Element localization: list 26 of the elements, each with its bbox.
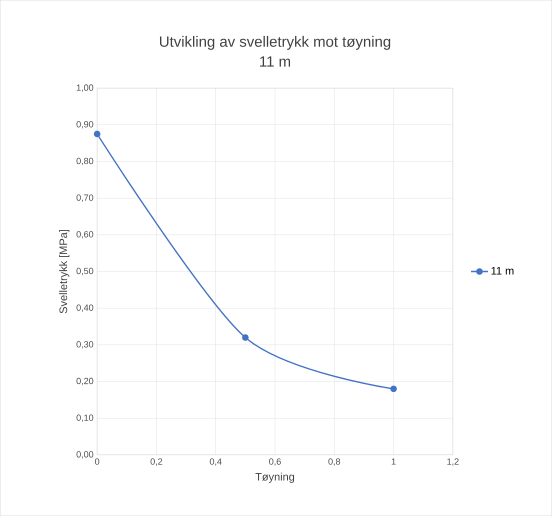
y-tick-label: 0,30 [76,341,94,349]
x-tick-label: 0 [94,458,100,465]
point [94,130,100,138]
y-tick-label: 0,40 [76,304,94,312]
y-tick-label: 1,00 [76,84,94,92]
x-tick-label: 0,8 [328,458,340,466]
y-tick-label: 0,90 [76,121,94,128]
point [390,386,397,392]
x-tick-label: 1,2 [447,458,459,466]
y-tick-label: 0,10 [76,414,94,422]
y-tick-label: 0,20 [76,378,94,386]
x-axis-title: Tøyning [255,472,294,483]
chart-subtitle: 11 m [260,56,290,67]
point [242,334,249,341]
legend-label: 11 m [491,266,514,275]
x-tick-label: 0,6 [269,458,281,466]
y-tick-label: 0,00 [76,451,94,459]
y-axis-title: Svelletrykk [MPa] [59,230,70,314]
y-tick-label: 0,50 [76,268,94,276]
x-tick-label: 1 [392,458,396,465]
y-tick-label: 0,60 [76,231,94,239]
y-tick-label: 0,80 [76,158,94,166]
x-tick-label: 0,4 [210,458,222,466]
y-tick-label: 0,70 [76,194,94,202]
chart-title: Utvikling av svelletrykk mot tøyning [160,36,390,50]
x-tick-label: 0,2 [150,458,162,466]
